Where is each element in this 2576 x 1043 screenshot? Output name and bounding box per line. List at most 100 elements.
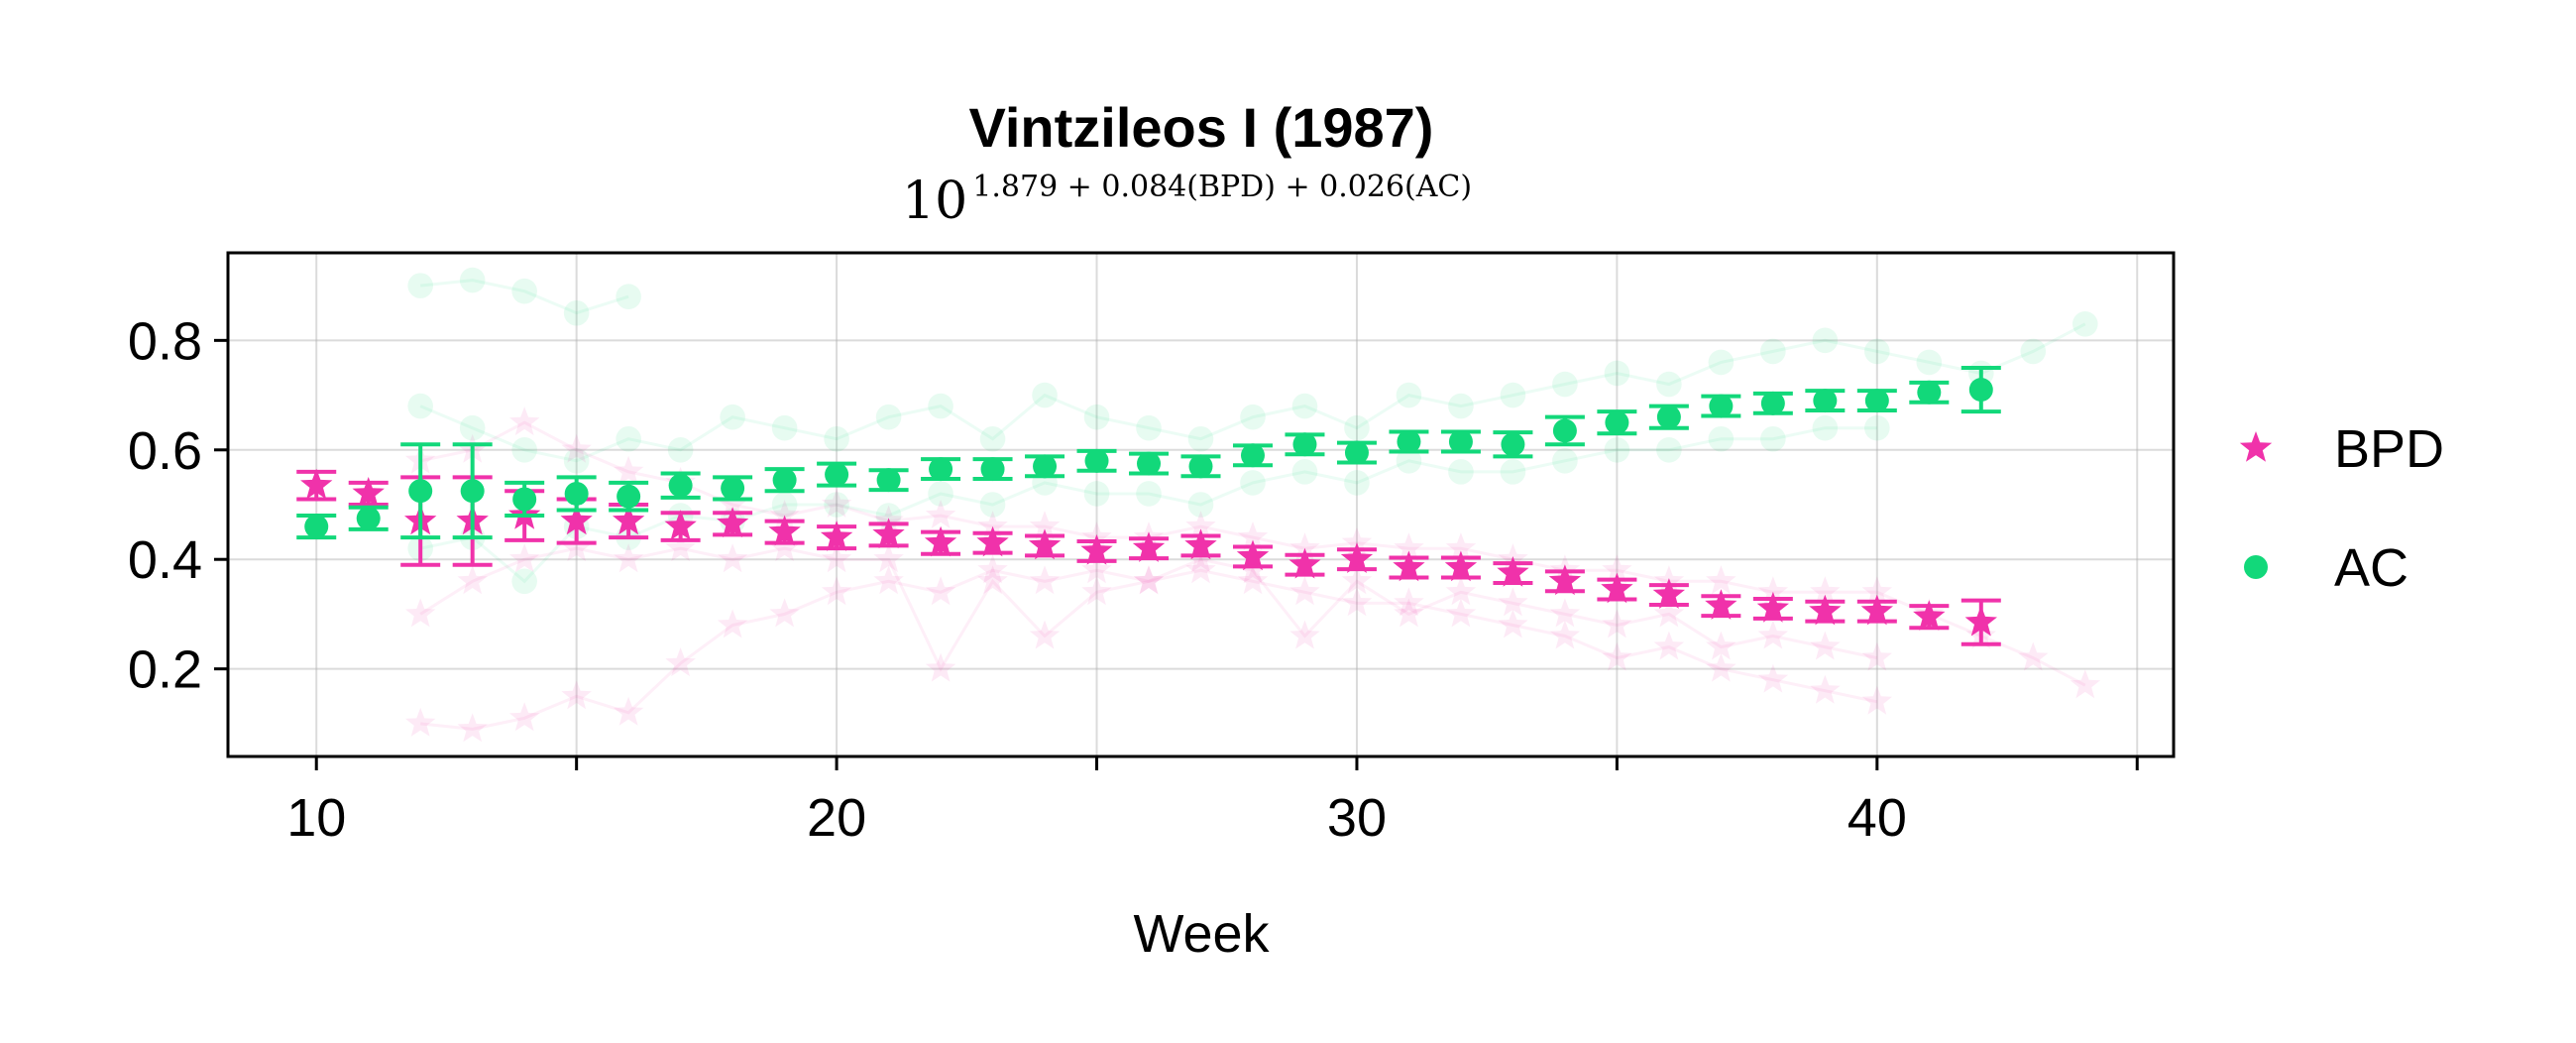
y-tick-label: 0.4 (128, 530, 202, 590)
background-trace-point (1240, 470, 1266, 496)
data-point-bpd (1756, 591, 1789, 623)
background-trace-point (1864, 338, 1890, 365)
background-trace-point (1445, 576, 1477, 606)
data-point-ac (1917, 380, 1942, 405)
background-trace-point (1861, 685, 1892, 715)
data-point-bpd (1444, 550, 1478, 582)
background-trace-point (563, 299, 590, 326)
background-trace-line (420, 568, 1878, 731)
data-point-ac (1292, 432, 1317, 457)
background-trace-point (1500, 459, 1526, 485)
data-point-bpd (352, 477, 385, 508)
data-point-bpd (872, 518, 905, 549)
data-point-ac (564, 481, 589, 506)
background-trace-point (873, 543, 904, 573)
background-trace-point (824, 492, 849, 518)
data-point-bpd (1548, 564, 1582, 596)
legend-label-ac: AC (2334, 538, 2408, 598)
background-trace-point (511, 568, 537, 595)
background-trace-point (1136, 414, 1162, 441)
background-trace-point (459, 267, 486, 293)
background-trace-point (1240, 404, 1266, 430)
data-point-bpd (717, 507, 749, 538)
data-point-ac (1188, 454, 1213, 479)
background-trace-point (824, 425, 849, 452)
background-trace-point (1029, 565, 1061, 595)
background-trace-point (1185, 554, 1216, 584)
background-trace-point (1602, 641, 1632, 671)
background-trace-point (407, 273, 434, 298)
background-trace-point (1133, 565, 1165, 595)
data-point-ac (1605, 410, 1629, 435)
legend: BPD AC (2239, 419, 2444, 598)
x-tick-label: 30 (1327, 788, 1387, 848)
background-trace-line (419, 546, 1878, 672)
legend-marker-bpd (2239, 431, 2273, 462)
formula-exponent: 1.879 + 0.084(BPD) + 0.026(AC) (972, 170, 1472, 204)
background-trace-point (769, 598, 800, 628)
background-trace-point (1760, 338, 1786, 365)
data-point-ac (356, 506, 381, 530)
background-trace-point (1498, 587, 1528, 617)
background-trace-point (561, 680, 592, 710)
background-trace-point (1448, 459, 1474, 485)
y-tick-label: 0.6 (128, 421, 202, 481)
background-trace-point (977, 565, 1008, 595)
background-trace-point (1394, 598, 1424, 628)
data-point-bpd (1964, 605, 1997, 637)
data-point-bpd (300, 468, 333, 500)
background-trace-point (1344, 414, 1370, 441)
data-point-ac (1137, 451, 1162, 476)
background-trace-point (2018, 641, 2049, 671)
background-trace-point (1498, 609, 1528, 638)
data-point-bpd (1601, 572, 1633, 604)
chart-title: Vintzileos I (1987) (969, 96, 1434, 159)
background-trace-point (928, 481, 953, 507)
background-trace-point (2072, 310, 2098, 337)
background-trace-point (1757, 663, 1789, 693)
plot-content (296, 267, 2100, 743)
background-trace-point (1136, 481, 1162, 507)
background-trace-point (1341, 587, 1373, 617)
data-point-ac (1448, 429, 1473, 454)
background-trace-point (1708, 425, 1735, 452)
data-point-bpd (560, 504, 593, 535)
data-point-bpd (820, 521, 853, 551)
background-trace-point (1289, 532, 1320, 562)
background-trace-point (1081, 554, 1112, 584)
background-trace-point (1291, 459, 1318, 485)
data-point-ac (408, 479, 433, 504)
background-trace-point (1396, 382, 1422, 408)
plot-area: 10 20 30 40 0.2 0.4 0.6 0.8 (128, 251, 2176, 848)
background-trace-point (1289, 620, 1320, 649)
background-trace-point (561, 532, 592, 562)
background-trace-point (1448, 393, 1474, 419)
data-point-bpd (1652, 578, 1685, 609)
background-trace-point (1291, 393, 1318, 419)
background-trace-point (407, 393, 434, 419)
background-trace-point (1757, 620, 1789, 649)
data-point-bpd (1236, 539, 1270, 571)
data-point-bpd (1184, 528, 1217, 560)
data-point-ac (1240, 443, 1265, 468)
data-point-ac (1501, 432, 1525, 457)
data-point-bpd (1340, 542, 1374, 573)
background-trace-point (925, 576, 956, 606)
background-trace-point (1081, 576, 1112, 606)
data-point-ac (929, 457, 953, 482)
background-trace-point (1916, 349, 1943, 376)
background-trace-point (979, 425, 1006, 452)
background-trace-point (459, 414, 486, 441)
background-trace-point (616, 425, 641, 452)
background-trace-point (1237, 565, 1269, 595)
background-trace-point (717, 543, 748, 573)
background-trace-point (1341, 565, 1373, 595)
data-point-ac (1709, 394, 1734, 418)
data-point-ac (1864, 389, 1889, 413)
background-trace-point (979, 492, 1006, 518)
background-trace-point (1656, 371, 1682, 398)
background-trace-point (1861, 576, 1892, 606)
data-point-bpd (1288, 547, 1321, 579)
background-trace-point (1185, 511, 1216, 539)
background-trace-point (613, 455, 644, 485)
